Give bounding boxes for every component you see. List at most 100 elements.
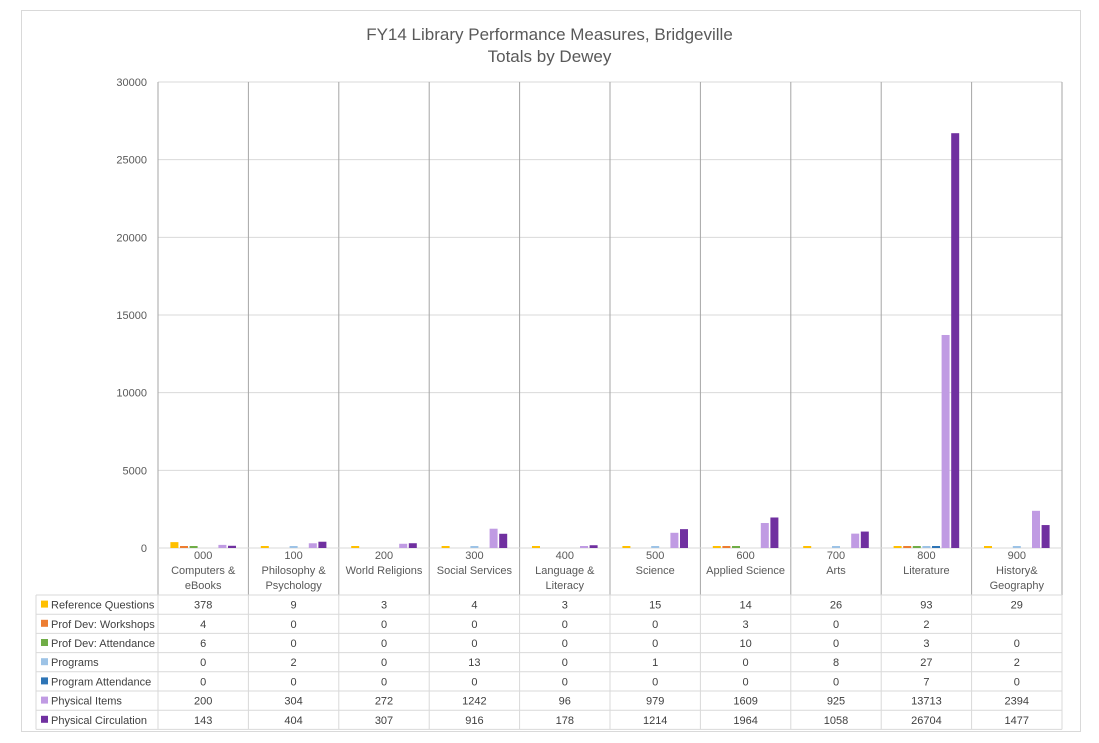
table-cell-value: 0 xyxy=(562,638,568,650)
category-label: eBooks xyxy=(185,580,222,592)
bar xyxy=(351,546,360,548)
category-label: Literature xyxy=(903,565,949,577)
bar xyxy=(189,546,198,548)
category-label: Philosophy & xyxy=(261,565,326,577)
table-cell-value: 0 xyxy=(381,657,387,669)
category-label: Language & xyxy=(535,565,595,577)
category-label: Science xyxy=(636,565,675,577)
category-label: Geography xyxy=(990,580,1045,592)
table-cell-value: 13 xyxy=(468,657,480,669)
table-cell-value: 13713 xyxy=(911,696,942,708)
y-tick-label: 0 xyxy=(141,543,147,555)
bar xyxy=(260,546,269,548)
table-cell-value: 200 xyxy=(194,696,212,708)
bar xyxy=(589,545,598,548)
legend-swatch xyxy=(41,658,48,666)
bar xyxy=(932,546,940,548)
bar xyxy=(399,543,408,548)
table-cell-value: 0 xyxy=(562,676,568,688)
table-cell-value: 7 xyxy=(923,676,929,688)
table-cell-value: 29 xyxy=(1011,600,1023,612)
table-cell-value: 0 xyxy=(562,657,568,669)
table-cell-value: 8 xyxy=(833,657,839,669)
table-cell-value: 1242 xyxy=(462,696,486,708)
bar xyxy=(180,546,188,548)
bar xyxy=(580,546,588,548)
bar xyxy=(680,529,688,548)
bar xyxy=(760,523,769,548)
y-tick-label: 30000 xyxy=(116,77,147,89)
category-label: 400 xyxy=(556,550,574,562)
bar xyxy=(860,531,869,548)
legend-label: Program Attendance xyxy=(51,676,151,688)
table-cell-value: 0 xyxy=(471,676,477,688)
table-cell-value: 0 xyxy=(833,619,839,631)
bar xyxy=(722,546,731,548)
category-label: History& xyxy=(996,565,1038,577)
table-cell-value: 143 xyxy=(194,715,212,727)
table-cell-value: 0 xyxy=(743,657,749,669)
table-cell-value: 96 xyxy=(559,696,571,708)
legend-label: Physical Circulation xyxy=(51,715,147,727)
category-label: 600 xyxy=(736,550,754,562)
table-cell-value: 925 xyxy=(827,696,845,708)
legend-swatch xyxy=(41,696,48,704)
table-cell-value: 0 xyxy=(562,619,568,631)
bar xyxy=(732,546,740,548)
bar xyxy=(408,543,417,548)
table-cell-value: 14 xyxy=(739,600,751,612)
bar xyxy=(951,133,960,548)
table-cell-value: 0 xyxy=(471,638,477,650)
y-tick-label: 20000 xyxy=(116,232,147,244)
chart-subtitle: Totals by Dewey xyxy=(487,47,612,66)
bar xyxy=(170,542,179,548)
table-cell-value: 2394 xyxy=(1005,696,1029,708)
table-cell-value: 3 xyxy=(743,619,749,631)
bar xyxy=(218,544,227,548)
bar xyxy=(651,546,660,548)
table-cell-value: 0 xyxy=(200,676,206,688)
category-label: Social Services xyxy=(437,565,513,577)
table-cell-value: 0 xyxy=(1014,638,1020,650)
table-cell-value: 0 xyxy=(471,619,477,631)
bar xyxy=(832,546,840,548)
bar xyxy=(1012,546,1021,548)
bar xyxy=(441,546,450,548)
table-cell-value: 0 xyxy=(381,619,387,631)
category-label: Psychology xyxy=(265,580,322,592)
bar xyxy=(308,543,317,548)
table-cell-value: 0 xyxy=(200,657,206,669)
bar xyxy=(912,546,921,548)
legend-swatch xyxy=(41,600,48,608)
table-cell-value: 1964 xyxy=(733,715,757,727)
y-tick-label: 25000 xyxy=(116,155,147,167)
table-cell-value: 2 xyxy=(1014,657,1020,669)
table-cell-value: 2 xyxy=(291,657,297,669)
table-cell-value: 0 xyxy=(291,676,297,688)
legend-label: Physical Items xyxy=(51,696,122,708)
bar xyxy=(622,546,631,548)
bar xyxy=(922,546,931,548)
bar xyxy=(499,533,508,548)
table-cell-value: 916 xyxy=(465,715,483,727)
table-cell-value: 0 xyxy=(743,676,749,688)
table-cell-value: 404 xyxy=(284,715,302,727)
bar xyxy=(903,546,912,548)
legend-label: Programs xyxy=(51,657,99,669)
category-label: Arts xyxy=(826,565,846,577)
category-label: Literacy xyxy=(546,580,585,592)
category-label: World Religions xyxy=(346,565,423,577)
table-cell-value: 0 xyxy=(381,676,387,688)
bar xyxy=(851,533,860,548)
table-cell-value: 307 xyxy=(375,715,393,727)
table-cell-value: 0 xyxy=(291,638,297,650)
chart-title: FY14 Library Performance Measures, Bridg… xyxy=(0,24,1099,68)
table-cell-value: 272 xyxy=(375,696,393,708)
category-label: 300 xyxy=(465,550,483,562)
bar xyxy=(470,546,479,548)
legend-label: Prof Dev: Attendance xyxy=(51,638,155,650)
legend-swatch xyxy=(41,715,48,723)
category-label: Applied Science xyxy=(706,565,785,577)
bar xyxy=(289,546,298,548)
bar xyxy=(712,546,721,548)
